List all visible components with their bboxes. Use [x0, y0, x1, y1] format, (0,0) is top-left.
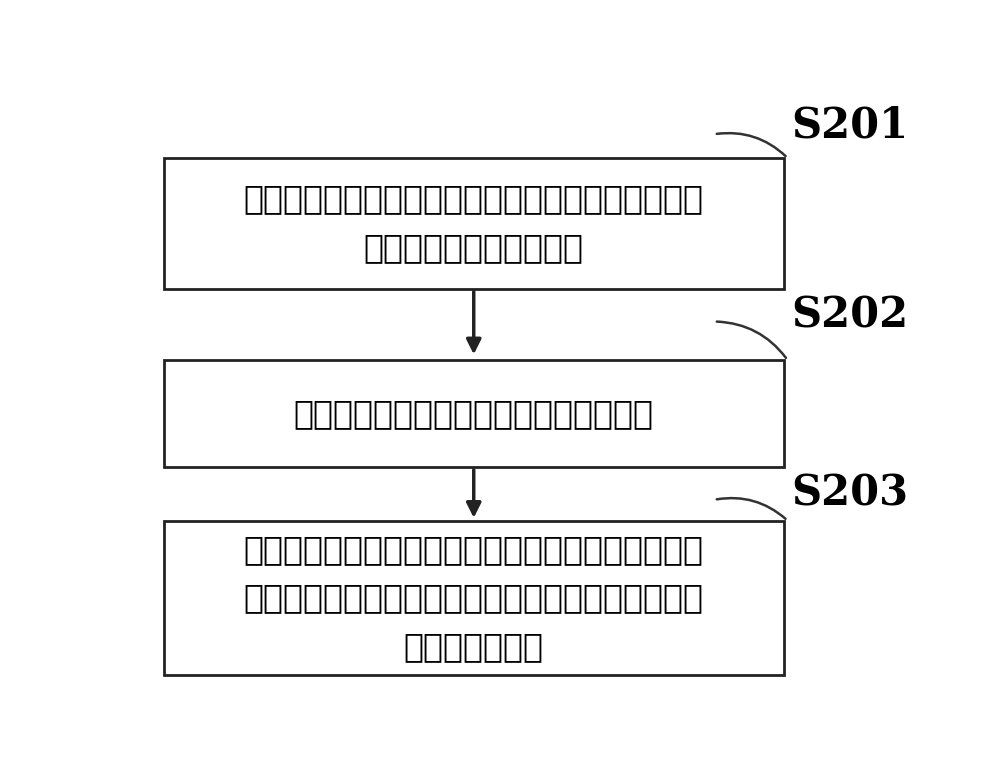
Text: 对染色体序列和质粒序列进行同源性比对，找出染色
体序列上质粒片段的位置: 对染色体序列和质粒序列进行同源性比对，找出染色 体序列上质粒片段的位置 [244, 183, 704, 264]
Text: S202: S202 [791, 295, 908, 337]
Text: 对染色体序列进行切割，并去除质粒片段: 对染色体序列进行切割，并去除质粒片段 [294, 397, 654, 430]
FancyBboxPatch shape [164, 520, 784, 676]
FancyBboxPatch shape [164, 158, 784, 289]
FancyArrowPatch shape [717, 498, 786, 519]
FancyArrowPatch shape [717, 322, 786, 358]
FancyBboxPatch shape [164, 360, 784, 467]
Text: S201: S201 [791, 104, 908, 147]
Text: S203: S203 [791, 473, 908, 515]
FancyArrowPatch shape [717, 133, 786, 156]
Text: 从切割后的所有染色体序列中抽取长度大于第一预设
值的染色体序列作为第一训练样本，并将质粒序列作
为第二训练样本: 从切割后的所有染色体序列中抽取长度大于第一预设 值的染色体序列作为第一训练样本，… [244, 533, 704, 663]
